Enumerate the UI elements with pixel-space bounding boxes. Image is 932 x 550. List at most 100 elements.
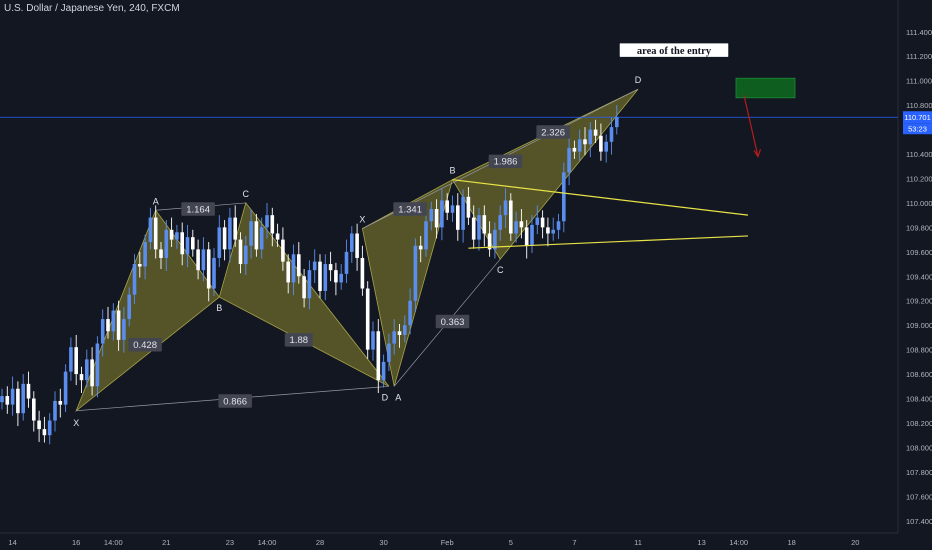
ratio-label-group: 1.986 <box>488 154 523 169</box>
current-price-tag: 110.701 53:23 <box>903 111 932 135</box>
candle-body <box>201 249 206 271</box>
candle-body <box>116 310 121 340</box>
candle-body <box>615 117 619 128</box>
candle-body <box>339 273 343 283</box>
ratio-label-box <box>128 337 162 352</box>
ratio-label: 1.164 <box>186 204 210 215</box>
price-tick-label: 107.600 <box>906 492 932 501</box>
candle-body <box>471 217 476 240</box>
price-tick-label: 110.800 <box>906 101 932 110</box>
entry-zone-box <box>735 77 796 99</box>
time-tick-label: 21 <box>162 538 170 547</box>
price-tick-label: 111.400 <box>906 28 932 37</box>
candle-body <box>434 209 439 228</box>
candle-body <box>148 217 153 243</box>
price-tick-label: 109.000 <box>906 321 932 330</box>
candle-body <box>456 205 460 230</box>
ratio-label: 0.428 <box>133 340 157 351</box>
candle-body <box>397 331 402 335</box>
pattern-point-x: X <box>73 418 79 428</box>
candle-body <box>0 396 4 403</box>
candle-body <box>169 229 174 240</box>
arrow-shaft <box>743 95 759 157</box>
price-tick-label: 108.600 <box>906 370 932 379</box>
candle-body <box>254 221 259 250</box>
candle-body <box>328 264 333 271</box>
candle-body <box>270 215 275 234</box>
time-tick-label: 14:00 <box>104 538 123 547</box>
time-tick-label: 20 <box>851 538 859 547</box>
ratio-label-box <box>488 154 523 169</box>
candle-body <box>222 227 227 250</box>
candle-body <box>297 254 301 277</box>
candle-body <box>482 215 487 234</box>
candle-body <box>312 261 317 271</box>
candle-body <box>418 245 423 250</box>
ratio-label-group: 0.866 <box>218 394 252 408</box>
candle-body <box>228 217 232 250</box>
price-tick-label: 110.000 <box>906 199 932 208</box>
candle-body <box>562 172 566 222</box>
candle-body <box>403 325 407 335</box>
candle-body <box>74 347 78 375</box>
ratio-label: 1.341 <box>398 204 422 215</box>
candles <box>0 105 619 445</box>
candle-body <box>360 257 365 289</box>
annotation-label-box <box>618 42 730 58</box>
current-price-tag-text: 110.701 <box>904 113 931 122</box>
time-tick-label: 23 <box>226 538 234 547</box>
ratio-label-box <box>435 314 470 329</box>
pattern-point-a: A <box>153 196 159 206</box>
upper-trendline <box>452 179 749 216</box>
candle-body <box>371 331 375 350</box>
ratio-label-group: 1.341 <box>393 202 427 216</box>
arrow-head <box>753 148 762 158</box>
candle-body <box>445 200 449 213</box>
annotation-label-group: area of the entry <box>618 42 730 58</box>
time-tick-label: 14:00 <box>729 538 748 547</box>
candle-body <box>164 229 169 258</box>
candle-body <box>42 429 47 436</box>
time-axis: 14 16 14:00 21 23 14:00 28 30 Feb 5 7 11 13 14:00 18 20 <box>0 532 898 547</box>
candle-body <box>249 221 253 246</box>
candle-body <box>450 205 455 213</box>
ratio-label: 1.88 <box>290 335 309 346</box>
candle-body <box>281 239 285 262</box>
candle-body <box>567 147 571 173</box>
candle-body <box>509 200 513 234</box>
candle-body <box>498 215 502 230</box>
candle-body <box>90 359 94 387</box>
ratio-label: 2.326 <box>541 127 565 138</box>
candle-body <box>318 261 322 291</box>
ratio-label-group: 0.428 <box>128 337 162 352</box>
candle-body <box>53 400 57 421</box>
candle-body <box>217 227 222 258</box>
candle-body <box>175 232 179 240</box>
price-tick-label: 110.400 <box>906 150 932 159</box>
candle-body <box>493 229 497 250</box>
candle-body <box>233 217 237 240</box>
candle-body <box>143 242 147 267</box>
candle-body <box>588 129 593 145</box>
ratio-label: 0.866 <box>223 396 247 407</box>
trendlines <box>452 179 749 249</box>
pattern-point-d: D <box>635 75 642 85</box>
candle-body <box>85 359 89 381</box>
candle-body <box>32 398 36 421</box>
countdown-tag-bg <box>903 123 932 135</box>
pattern-point-x: X <box>359 215 365 225</box>
candle-body <box>424 221 428 250</box>
price-tick-label: 107.400 <box>906 517 932 526</box>
candle-body <box>5 396 10 405</box>
candle-body <box>37 420 41 430</box>
candle-body <box>593 129 598 136</box>
pattern-point-b: B <box>449 166 455 176</box>
candle-body <box>392 331 396 344</box>
candle-body <box>132 264 137 295</box>
candle-body <box>519 221 524 228</box>
time-tick-label: 7 <box>572 538 576 547</box>
ratio-label-box <box>218 394 252 408</box>
short-arrow <box>743 95 762 158</box>
